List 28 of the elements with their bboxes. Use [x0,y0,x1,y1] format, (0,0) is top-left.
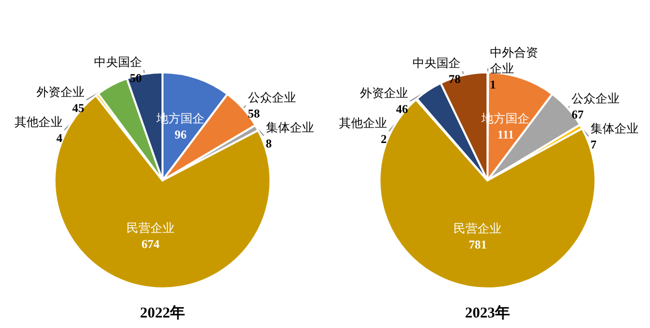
data-label: 1 [490,77,496,92]
data-label: 7 [590,137,596,152]
data-label: 67 [572,107,584,122]
data-label: 674 [142,237,160,252]
slice-label: 民营企业 [454,222,502,236]
text: 2023年 [465,304,510,322]
data-label: 96 [174,127,187,142]
slice-label: 集体企业 [266,120,314,135]
slice-label: 其他企业 [14,114,62,129]
slice-label: 集体企业 [590,121,638,136]
slice-label: 中央国企 [412,56,461,70]
data-label: 8 [266,136,272,151]
slice-label: 公众企业 [248,90,296,105]
slice-label: 外资企业 [36,84,84,99]
data-label: 46 [396,102,408,116]
data-label: 58 [248,106,260,121]
slice-label: 其他企业 [338,116,387,130]
slice-label: 外资企业 [360,86,408,100]
slice-label: 公众企业 [572,91,620,106]
data-label: 45 [72,100,84,115]
data-label: 781 [468,238,487,252]
slice-label: 民营企业 [126,221,175,236]
slice-label: 中央国企 [94,54,142,69]
data-label: 111 [497,127,514,142]
data-label: 4 [56,130,62,145]
slice-label: 中外合资企业 [490,45,538,76]
text: 2022年 [140,304,185,322]
data-label: 2 [380,132,387,146]
